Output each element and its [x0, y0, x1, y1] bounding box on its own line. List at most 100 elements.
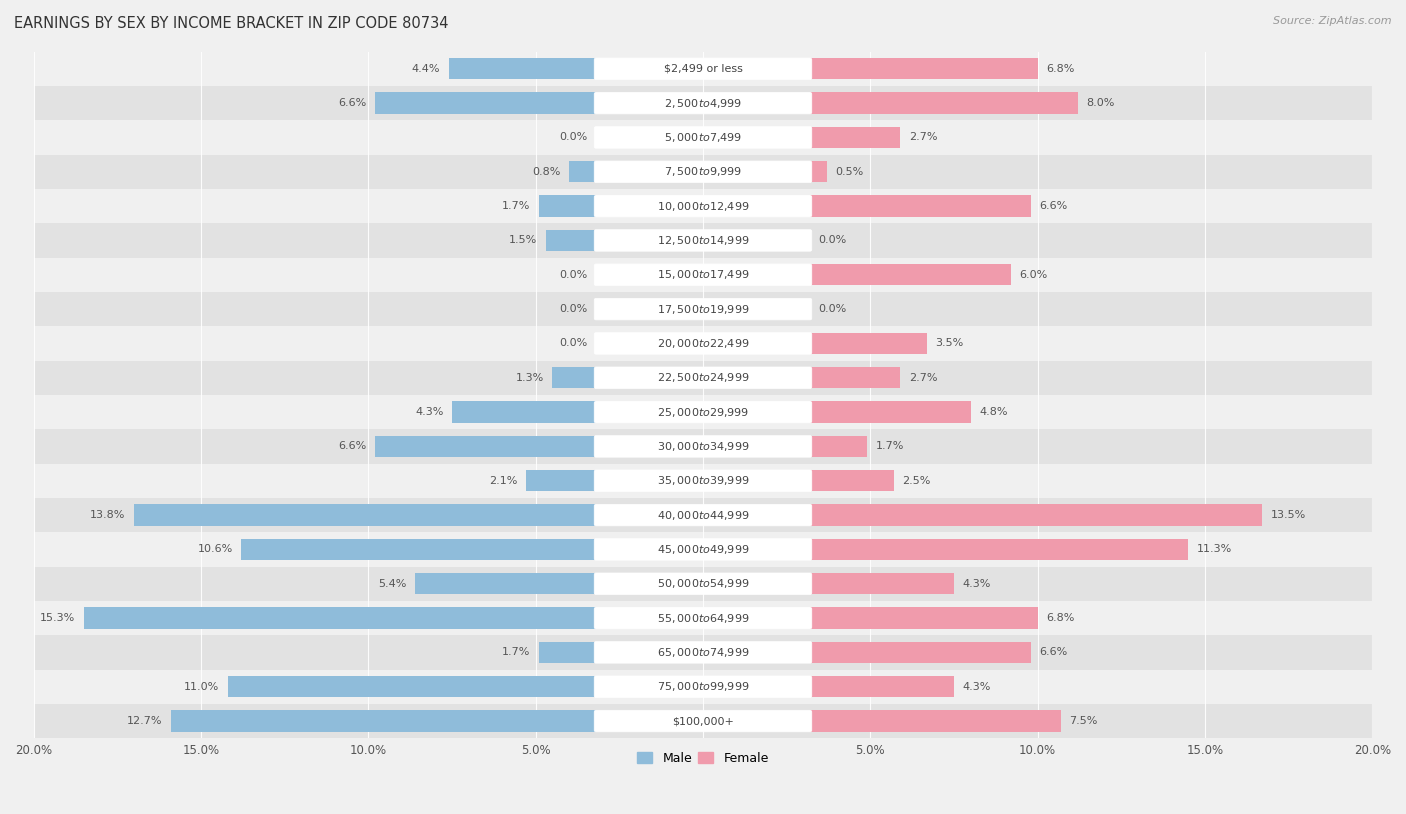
Text: 0.0%: 0.0%	[560, 339, 588, 348]
Text: $20,000 to $22,499: $20,000 to $22,499	[657, 337, 749, 350]
FancyBboxPatch shape	[595, 711, 811, 732]
Bar	[810, 573, 955, 594]
Bar	[810, 641, 1031, 663]
Text: $15,000 to $17,499: $15,000 to $17,499	[657, 269, 749, 282]
FancyBboxPatch shape	[595, 58, 811, 80]
Bar	[810, 435, 868, 457]
FancyBboxPatch shape	[595, 333, 811, 354]
Text: 15.3%: 15.3%	[41, 613, 76, 623]
FancyBboxPatch shape	[595, 127, 811, 148]
Text: 0.0%: 0.0%	[818, 304, 846, 314]
Bar	[810, 58, 1038, 80]
FancyBboxPatch shape	[595, 607, 811, 629]
Text: 1.7%: 1.7%	[502, 647, 530, 658]
Text: 6.8%: 6.8%	[1046, 613, 1074, 623]
Text: 0.5%: 0.5%	[835, 167, 863, 177]
Text: $7,500 to $9,999: $7,500 to $9,999	[664, 165, 742, 178]
Bar	[375, 93, 596, 114]
FancyBboxPatch shape	[595, 161, 811, 182]
Text: Source: ZipAtlas.com: Source: ZipAtlas.com	[1274, 16, 1392, 26]
Bar	[228, 676, 596, 698]
Bar	[84, 607, 596, 628]
Text: 3.5%: 3.5%	[935, 339, 965, 348]
Text: 6.6%: 6.6%	[1039, 647, 1067, 658]
Bar	[810, 676, 955, 698]
Bar	[810, 539, 1188, 560]
Text: $30,000 to $34,999: $30,000 to $34,999	[657, 440, 749, 453]
FancyBboxPatch shape	[595, 92, 811, 114]
FancyBboxPatch shape	[595, 299, 811, 320]
Text: 6.0%: 6.0%	[1019, 269, 1047, 280]
Text: EARNINGS BY SEX BY INCOME BRACKET IN ZIP CODE 80734: EARNINGS BY SEX BY INCOME BRACKET IN ZIP…	[14, 16, 449, 31]
Text: 1.7%: 1.7%	[502, 201, 530, 211]
Text: 13.8%: 13.8%	[90, 510, 125, 520]
Text: $50,000 to $54,999: $50,000 to $54,999	[657, 577, 749, 590]
Bar	[34, 257, 1372, 292]
Bar	[538, 641, 596, 663]
Text: 6.6%: 6.6%	[339, 98, 367, 108]
Bar	[810, 367, 900, 388]
Bar	[34, 326, 1372, 361]
FancyBboxPatch shape	[595, 676, 811, 698]
Text: $25,000 to $29,999: $25,000 to $29,999	[657, 405, 749, 418]
Bar	[34, 120, 1372, 155]
Text: $55,000 to $64,999: $55,000 to $64,999	[657, 611, 749, 624]
Bar	[34, 704, 1372, 738]
Text: 6.8%: 6.8%	[1046, 63, 1074, 74]
Text: 1.5%: 1.5%	[509, 235, 537, 246]
Bar	[34, 189, 1372, 223]
Bar	[810, 264, 1011, 286]
Bar	[415, 573, 596, 594]
Bar	[810, 333, 928, 354]
Text: 1.7%: 1.7%	[876, 441, 904, 452]
Text: 4.3%: 4.3%	[963, 681, 991, 692]
Text: 4.3%: 4.3%	[415, 407, 443, 417]
Text: $100,000+: $100,000+	[672, 716, 734, 726]
FancyBboxPatch shape	[595, 573, 811, 594]
FancyBboxPatch shape	[595, 505, 811, 526]
Bar	[810, 161, 827, 182]
Bar	[34, 532, 1372, 567]
Bar	[34, 635, 1372, 670]
Text: $2,500 to $4,999: $2,500 to $4,999	[664, 97, 742, 110]
Bar	[240, 539, 596, 560]
Text: 4.3%: 4.3%	[963, 579, 991, 589]
Bar	[451, 401, 596, 422]
Bar	[34, 155, 1372, 189]
Bar	[810, 195, 1031, 217]
Text: 4.4%: 4.4%	[412, 63, 440, 74]
Bar	[546, 230, 596, 251]
Bar	[375, 435, 596, 457]
Bar	[538, 195, 596, 217]
Text: 2.5%: 2.5%	[903, 475, 931, 486]
Text: 0.0%: 0.0%	[818, 235, 846, 246]
Text: 12.7%: 12.7%	[127, 716, 163, 726]
Text: $5,000 to $7,499: $5,000 to $7,499	[664, 131, 742, 144]
Text: 0.0%: 0.0%	[560, 304, 588, 314]
Bar	[810, 127, 900, 148]
Bar	[34, 223, 1372, 257]
Text: $12,500 to $14,999: $12,500 to $14,999	[657, 234, 749, 247]
FancyBboxPatch shape	[595, 195, 811, 217]
Text: 2.7%: 2.7%	[908, 373, 938, 383]
Text: 0.8%: 0.8%	[533, 167, 561, 177]
Bar	[810, 93, 1078, 114]
Bar	[34, 670, 1372, 704]
Text: $35,000 to $39,999: $35,000 to $39,999	[657, 475, 749, 488]
Text: $40,000 to $44,999: $40,000 to $44,999	[657, 509, 749, 522]
Text: 11.0%: 11.0%	[184, 681, 219, 692]
Text: 10.6%: 10.6%	[197, 545, 233, 554]
Text: 6.6%: 6.6%	[339, 441, 367, 452]
Text: 0.0%: 0.0%	[560, 269, 588, 280]
Bar	[34, 464, 1372, 498]
Legend: Male, Female: Male, Female	[633, 746, 773, 770]
Bar	[810, 711, 1062, 732]
FancyBboxPatch shape	[595, 435, 811, 457]
Text: $22,500 to $24,999: $22,500 to $24,999	[657, 371, 749, 384]
Text: $17,500 to $19,999: $17,500 to $19,999	[657, 303, 749, 316]
Bar	[34, 292, 1372, 326]
FancyBboxPatch shape	[595, 539, 811, 560]
Bar	[810, 607, 1038, 628]
Bar	[526, 470, 596, 492]
FancyBboxPatch shape	[595, 470, 811, 492]
